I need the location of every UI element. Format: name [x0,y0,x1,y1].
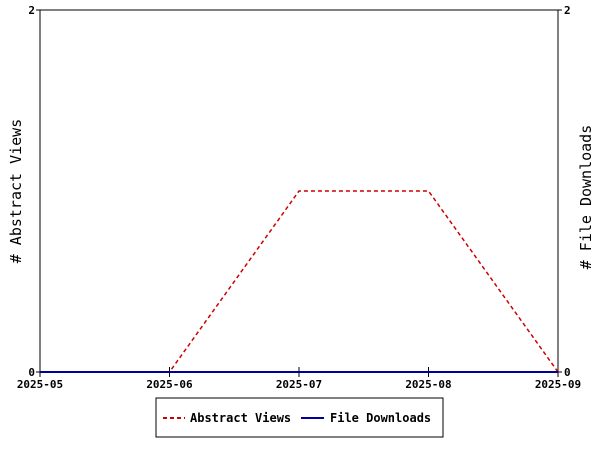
left-axis-title: # Abstract Views [7,119,25,264]
y-left-tick-label: 0 [28,366,35,379]
x-tick-label: 2025-07 [276,378,322,391]
y-right-tick-label: 0 [564,366,571,379]
y-left-tick-label: 2 [28,4,35,17]
x-tick-label: 2025-05 [17,378,63,391]
legend-label-file-downloads: File Downloads [330,411,431,425]
y-right-tick-label: 2 [564,4,571,17]
legend-box [155,397,444,438]
series-layer [40,190,559,373]
right-axis-title: # File Downloads [577,125,595,270]
x-tick-label: 2025-08 [405,378,451,391]
x-axis: 2025-05 2025-06 2025-07 2025-08 2025-09 [17,367,581,391]
x-tick-label: 2025-09 [535,378,581,391]
x-tick-label: 2025-06 [146,378,193,391]
series-line-abstract-views [40,190,559,373]
legend: Abstract Views File Downloads [155,397,444,438]
legend-label-abstract-views: Abstract Views [190,411,291,425]
y-axes: 0 2 0 2 [28,4,570,379]
